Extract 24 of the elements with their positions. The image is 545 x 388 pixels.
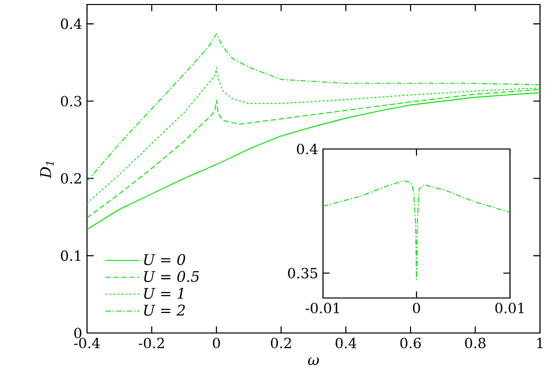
x-tick-label: -0.2 (138, 338, 164, 348)
x-axis-title: ω (308, 357, 319, 366)
line-series (323, 180, 510, 280)
legend-label: U = 0.5 (144, 270, 199, 282)
y-axis-title: D$_{1}$ (40, 162, 54, 178)
x-tick-label: -0.4 (74, 338, 100, 348)
x-tick-label: 0.2 (270, 338, 291, 348)
y-tick-label: 0.2 (60, 173, 81, 184)
y-tick-label: 0 (74, 328, 82, 338)
x-tick-label: 0.6 (400, 338, 421, 348)
x-tick-label: 0.4 (336, 338, 356, 348)
x-tick-label: 0.01 (495, 302, 524, 314)
legend-label: U = 2 (144, 304, 185, 316)
x-tick-label: 0 (412, 302, 420, 314)
y-tick-label: 0.1 (60, 250, 80, 261)
x-tick-label: -0.01 (306, 302, 339, 314)
y-tick-label: 0.3 (60, 96, 82, 106)
y-tick-label: 0.35 (288, 268, 318, 278)
x-tick-label: 0 (212, 338, 220, 348)
legend-label: U = 0 (144, 254, 186, 266)
x-tick-label: 0.8 (465, 338, 486, 348)
x-tick-label: 1 (537, 338, 542, 348)
y-tick-label: 0.4 (60, 18, 82, 30)
legend-label: U = 1 (144, 288, 184, 299)
